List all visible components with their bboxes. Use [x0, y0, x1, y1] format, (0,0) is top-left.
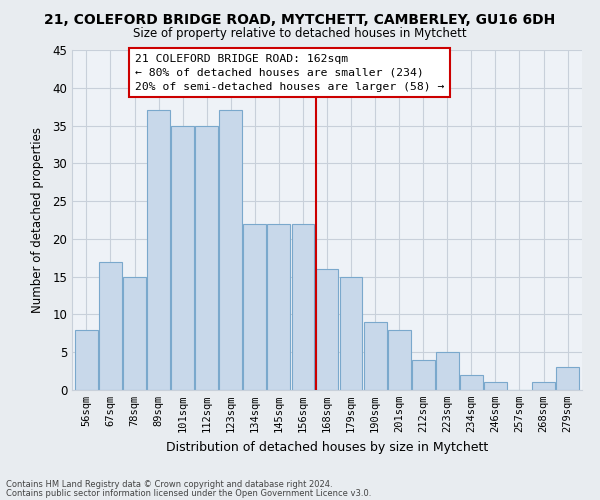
Text: 21, COLEFORD BRIDGE ROAD, MYTCHETT, CAMBERLEY, GU16 6DH: 21, COLEFORD BRIDGE ROAD, MYTCHETT, CAMB… — [44, 12, 556, 26]
Bar — [532, 382, 555, 390]
Bar — [75, 330, 98, 390]
Bar — [171, 126, 194, 390]
Bar — [244, 224, 266, 390]
Text: Size of property relative to detached houses in Mytchett: Size of property relative to detached ho… — [133, 28, 467, 40]
Bar — [220, 110, 242, 390]
Bar — [388, 330, 410, 390]
Bar — [123, 276, 146, 390]
Bar — [195, 126, 218, 390]
Bar — [99, 262, 122, 390]
Text: 21 COLEFORD BRIDGE ROAD: 162sqm
← 80% of detached houses are smaller (234)
20% o: 21 COLEFORD BRIDGE ROAD: 162sqm ← 80% of… — [134, 54, 444, 92]
Text: Contains public sector information licensed under the Open Government Licence v3: Contains public sector information licen… — [6, 488, 371, 498]
Text: Contains HM Land Registry data © Crown copyright and database right 2024.: Contains HM Land Registry data © Crown c… — [6, 480, 332, 489]
Bar — [364, 322, 386, 390]
Bar — [484, 382, 507, 390]
Bar — [436, 352, 459, 390]
Bar — [292, 224, 314, 390]
Bar — [556, 368, 579, 390]
Bar — [340, 276, 362, 390]
Bar — [412, 360, 434, 390]
Bar — [268, 224, 290, 390]
X-axis label: Distribution of detached houses by size in Mytchett: Distribution of detached houses by size … — [166, 440, 488, 454]
Bar — [147, 110, 170, 390]
Bar — [316, 269, 338, 390]
Y-axis label: Number of detached properties: Number of detached properties — [31, 127, 44, 313]
Bar — [460, 375, 483, 390]
